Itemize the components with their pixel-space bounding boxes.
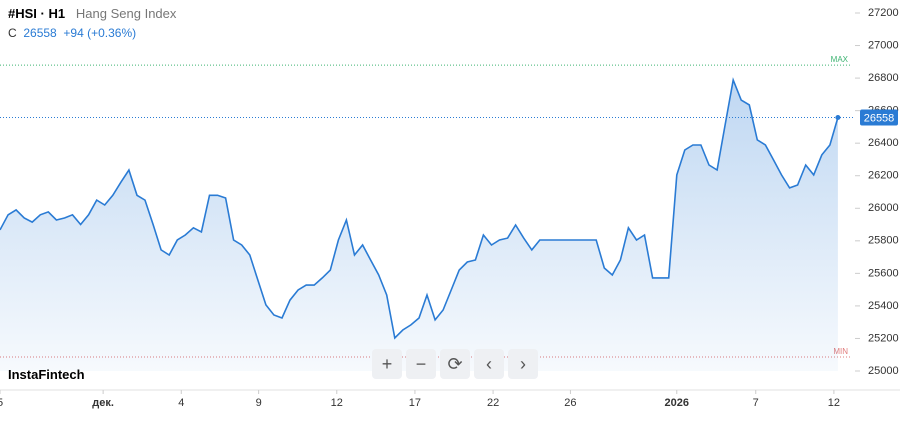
last-point xyxy=(835,114,841,120)
x-tick-label: 9 xyxy=(256,397,262,409)
y-tick-label: 26200 xyxy=(868,170,899,182)
extreme-label: MAX xyxy=(831,55,849,64)
y-tick-label: 26400 xyxy=(868,137,899,149)
zoom-out[interactable]: − xyxy=(406,349,436,379)
x-tick-label: 26 xyxy=(564,397,576,409)
y-tick-label: 25600 xyxy=(868,267,899,279)
price-tag-label: 26558 xyxy=(864,112,895,124)
reset[interactable]: ⟳ xyxy=(440,349,470,379)
y-tick-label: 25200 xyxy=(868,332,899,344)
index-name: Hang Seng Index xyxy=(75,6,177,21)
scroll-right[interactable]: › xyxy=(508,349,538,379)
extreme-label: MIN xyxy=(833,347,848,356)
y-tick-label: 25800 xyxy=(868,235,899,247)
y-tick-label: 25400 xyxy=(868,300,899,312)
zoom-in[interactable]: + xyxy=(372,349,402,379)
x-tick-label: 12 xyxy=(828,397,840,409)
x-tick-label: 2026 xyxy=(665,397,689,409)
y-tick-label: 27200 xyxy=(868,7,899,19)
close-value: 26558 xyxy=(23,26,57,40)
change: +94 (+0.36%) xyxy=(63,26,137,40)
x-tick-label: дек. xyxy=(92,397,114,409)
area xyxy=(0,80,838,371)
x-tick-label: 4 xyxy=(178,397,184,409)
y-tick-label: 25000 xyxy=(868,365,899,377)
x-tick-label: 5 xyxy=(0,397,3,409)
x-tick-label: 7 xyxy=(753,397,759,409)
price-tag xyxy=(860,109,898,126)
y-tick-label: 26000 xyxy=(868,202,899,214)
symbol: #HSI · H1 xyxy=(8,6,66,21)
y-tick-label: 26800 xyxy=(868,72,899,84)
close-label: C xyxy=(8,26,17,40)
x-tick-label: 17 xyxy=(409,397,421,409)
logo: InstaFintech xyxy=(8,367,85,382)
y-tick-label: 27000 xyxy=(868,39,899,51)
line xyxy=(0,77,839,340)
toolbar: + − ⟳ ‹ › xyxy=(372,349,538,379)
x-tick-label: 22 xyxy=(487,397,499,409)
scroll-left[interactable]: ‹ xyxy=(474,349,504,379)
x-tick-label: 12 xyxy=(331,397,343,409)
